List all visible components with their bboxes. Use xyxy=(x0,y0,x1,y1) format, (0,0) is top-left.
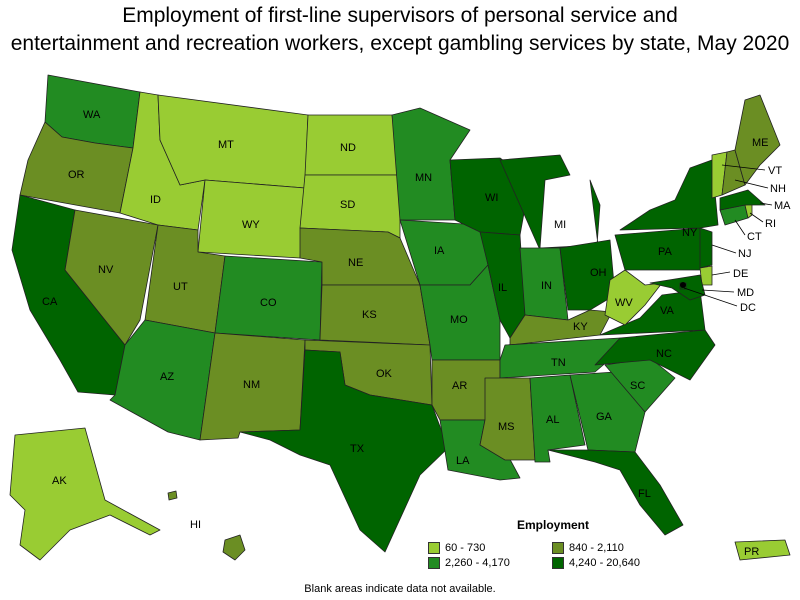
label-ia: IA xyxy=(434,245,445,257)
state-hi-west-islands[interactable] xyxy=(167,490,178,501)
label-nd: ND xyxy=(340,142,356,154)
legend-swatch xyxy=(428,557,440,569)
label-nv: NV xyxy=(98,264,114,276)
label-il: IL xyxy=(498,282,507,294)
label-ma: MA xyxy=(774,200,791,212)
state-ms[interactable] xyxy=(479,377,536,461)
label-ny: NY xyxy=(682,227,698,239)
label-mi: MI xyxy=(554,219,566,231)
state-ak[interactable] xyxy=(9,427,161,561)
label-wv: WV xyxy=(615,297,633,309)
label-ky: KY xyxy=(573,321,588,333)
label-ri: RI xyxy=(765,218,776,230)
label-vt: VT xyxy=(768,165,782,177)
legend-swatch xyxy=(552,542,564,554)
label-co: CO xyxy=(260,297,277,309)
label-ne: NE xyxy=(348,257,363,269)
label-in: IN xyxy=(541,280,552,292)
label-sd: SD xyxy=(340,199,355,211)
legend-grid: 60 - 730 840 - 2,110 2,260 - 4,170 4,240 - … xyxy=(428,542,658,569)
state-tx[interactable] xyxy=(239,349,449,553)
state-oh[interactable] xyxy=(559,239,616,311)
footnote: Blank areas indicate data not available. xyxy=(304,583,496,595)
state-fl[interactable] xyxy=(547,449,684,536)
state-md[interactable] xyxy=(649,274,706,301)
label-dc: DC xyxy=(740,302,756,314)
legend-label: 60 - 730 xyxy=(445,542,486,554)
label-id: ID xyxy=(150,194,161,206)
legend-item: 4,240 - 20,640 xyxy=(552,557,662,569)
title-line-2: entertainment and recreation workers, ex… xyxy=(10,32,790,55)
label-wi: WI xyxy=(485,192,498,204)
state-nc[interactable] xyxy=(594,329,716,381)
legend: Employment 60 - 730 840 - 2,110 2,260 - 4,… xyxy=(428,518,658,569)
legend-item: 840 - 2,110 xyxy=(552,542,662,554)
legend-title: Employment xyxy=(516,518,589,532)
state-ky[interactable] xyxy=(509,309,613,346)
label-sc: SC xyxy=(630,380,645,392)
state-ma[interactable] xyxy=(719,189,766,211)
label-tn: TN xyxy=(551,357,566,369)
label-hi: HI xyxy=(190,519,201,531)
label-nm: NM xyxy=(243,379,260,391)
state-mo[interactable] xyxy=(419,264,501,361)
label-pa: PA xyxy=(658,246,673,258)
label-ct: CT xyxy=(747,231,762,243)
label-va: VA xyxy=(660,305,675,317)
label-ak: AK xyxy=(52,475,67,487)
state-pr[interactable] xyxy=(734,539,791,561)
label-ca: CA xyxy=(42,296,58,308)
label-mo: MO xyxy=(450,314,468,326)
map-title: Employment of first-line supervisors of … xyxy=(0,2,800,58)
label-mt: MT xyxy=(218,139,234,151)
legend-label: 2,260 - 4,170 xyxy=(445,557,510,569)
label-oh: OH xyxy=(590,267,607,279)
label-pr: PR xyxy=(744,546,759,558)
legend-item: 2,260 - 4,170 xyxy=(428,557,552,569)
label-ga: GA xyxy=(596,411,613,423)
state-ny[interactable] xyxy=(619,159,719,231)
label-me: ME xyxy=(752,137,769,149)
label-wa: WA xyxy=(83,109,101,121)
label-nj: NJ xyxy=(738,248,751,260)
legend-swatch xyxy=(552,557,564,569)
label-md: MD xyxy=(737,287,754,299)
label-or: OR xyxy=(68,169,85,181)
label-nh: NH xyxy=(770,183,786,195)
label-wy: WY xyxy=(242,219,260,231)
state-nj[interactable] xyxy=(699,227,713,269)
legend-label: 4,240 - 20,640 xyxy=(569,557,640,569)
label-az: AZ xyxy=(160,371,174,383)
label-ks: KS xyxy=(362,309,377,321)
legend-label: 840 - 2,110 xyxy=(569,542,624,554)
state-nv[interactable] xyxy=(64,209,159,346)
label-nc: NC xyxy=(656,348,672,360)
label-de: DE xyxy=(733,268,748,280)
label-mn: MN xyxy=(415,172,432,184)
state-wv[interactable] xyxy=(604,269,663,326)
label-fl: FL xyxy=(638,488,651,500)
label-tx: TX xyxy=(350,443,365,455)
label-ut: UT xyxy=(173,281,188,293)
label-al: AL xyxy=(546,414,559,426)
state-hi[interactable] xyxy=(222,534,246,561)
state-ga[interactable] xyxy=(569,371,646,453)
legend-swatch xyxy=(428,542,440,554)
label-ms: MS xyxy=(498,421,515,433)
state-me[interactable] xyxy=(734,94,781,186)
label-ar: AR xyxy=(452,380,467,392)
label-ok: OK xyxy=(376,368,393,380)
dc-marker xyxy=(680,282,686,288)
legend-item: 60 - 730 xyxy=(428,542,552,554)
label-la: LA xyxy=(456,455,470,467)
title-line-1: Employment of first-line supervisors of … xyxy=(122,4,678,27)
